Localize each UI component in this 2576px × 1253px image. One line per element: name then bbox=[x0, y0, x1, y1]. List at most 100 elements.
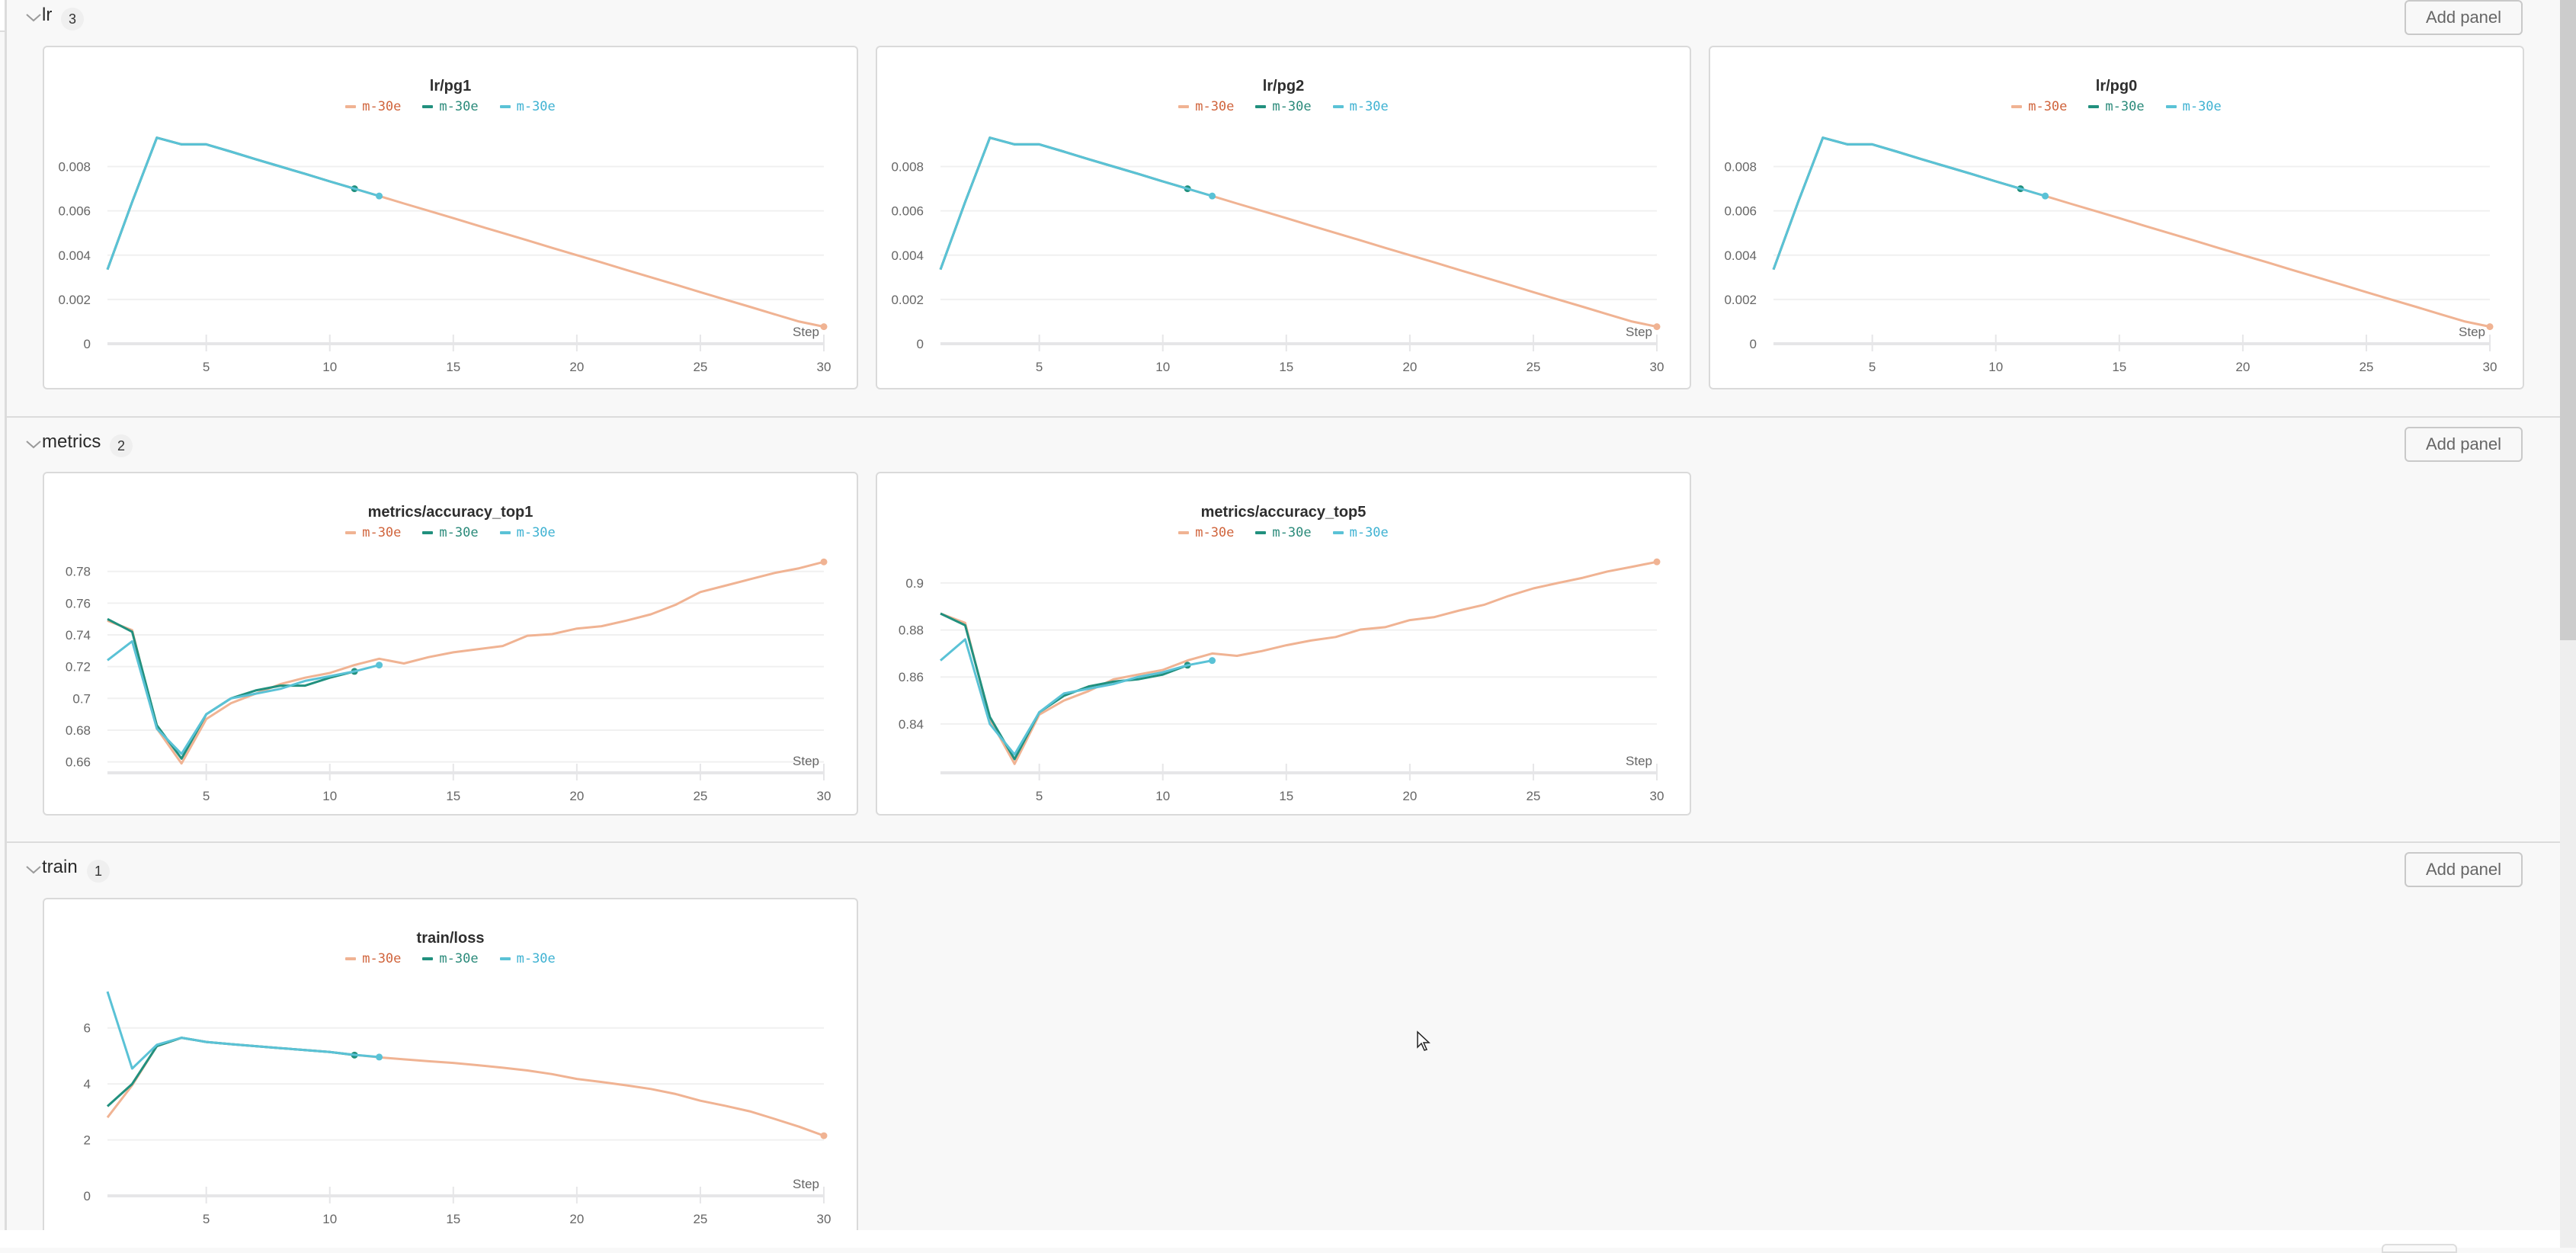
section-lr: lr 3 Add panel lr/pg1 m-30e m-30e m-30e 0 0.0… bbox=[7, 0, 2560, 418]
chart-title: metrics/accuracy_top5 bbox=[1200, 504, 1366, 521]
svg-text:10: 10 bbox=[322, 789, 337, 803]
section-header-metrics[interactable]: metrics 2 Add panel bbox=[7, 427, 2560, 465]
legend-label: m-30e bbox=[2028, 99, 2068, 114]
chart-panel-accuracy-top5[interactable]: metrics/accuracy_top5 m-30e m-30e m-30e 0.84… bbox=[876, 472, 1691, 816]
svg-text:20: 20 bbox=[2235, 360, 2250, 374]
section-header-train[interactable]: train 1 Add panel bbox=[7, 852, 2560, 890]
chevron-down-icon[interactable] bbox=[25, 12, 42, 23]
svg-text:25: 25 bbox=[693, 789, 707, 803]
chevron-down-icon[interactable] bbox=[25, 439, 42, 450]
add-panel-button[interactable]: Add panel bbox=[2405, 427, 2523, 462]
legend-item[interactable]: m-30e bbox=[499, 951, 556, 966]
svg-text:20: 20 bbox=[1402, 789, 1417, 803]
chart-plot[interactable]: 0 0.002 0.004 0.006 0.008 5 10 15 20 25 30 Step bbox=[877, 47, 1690, 388]
legend-label: m-30e bbox=[1349, 525, 1389, 540]
legend-item[interactable]: m-30e bbox=[1178, 99, 1234, 114]
section-count-badge: 1 bbox=[87, 860, 110, 883]
svg-text:20: 20 bbox=[569, 789, 584, 803]
legend-item[interactable]: m-30e bbox=[499, 525, 556, 540]
section-header-lr[interactable]: lr 3 Add panel bbox=[7, 0, 2560, 38]
chart-plot[interactable]: 0 0.002 0.004 0.006 0.008 5 10 15 20 25 30 Step bbox=[44, 47, 857, 388]
svg-text:0: 0 bbox=[1750, 337, 1757, 351]
chart-panel-lr-pg1[interactable]: lr/pg1 m-30e m-30e m-30e 0 0.002 0.004 0.006 0.0… bbox=[43, 46, 858, 389]
legend-item[interactable]: m-30e bbox=[345, 99, 401, 114]
legend-swatch-icon bbox=[2088, 105, 2100, 108]
legend-item[interactable]: m-30e bbox=[1332, 99, 1389, 114]
legend-item[interactable]: m-30e bbox=[499, 99, 556, 114]
legend-item[interactable]: m-30e bbox=[345, 951, 401, 966]
chevron-down-icon[interactable] bbox=[25, 864, 42, 875]
chart-plot[interactable]: 0.84 0.86 0.88 0.9 5 10 15 20 25 30 Step bbox=[877, 473, 1690, 814]
legend-label: m-30e bbox=[439, 99, 479, 114]
legend-label: m-30e bbox=[1349, 99, 1389, 114]
svg-text:5: 5 bbox=[203, 360, 210, 374]
section-title: lr bbox=[42, 5, 53, 25]
legend-item[interactable]: m-30e bbox=[2088, 99, 2145, 114]
scrollbar-track[interactable] bbox=[2560, 0, 2576, 1248]
chart-panel-lr-pg2[interactable]: lr/pg2 m-30e m-30e m-30e 0 0.002 0.004 0.006 0.0… bbox=[876, 46, 1691, 389]
legend-item[interactable]: m-30e bbox=[2165, 99, 2222, 114]
svg-text:0.008: 0.008 bbox=[58, 160, 91, 175]
svg-text:0.84: 0.84 bbox=[899, 717, 924, 732]
svg-text:0.7: 0.7 bbox=[72, 691, 91, 706]
section-title: metrics bbox=[42, 431, 101, 452]
svg-text:2: 2 bbox=[84, 1133, 91, 1148]
svg-text:20: 20 bbox=[1402, 360, 1417, 374]
svg-text:0: 0 bbox=[84, 337, 91, 351]
legend-item[interactable]: m-30e bbox=[422, 525, 479, 540]
svg-text:15: 15 bbox=[446, 360, 460, 374]
svg-text:10: 10 bbox=[322, 1212, 337, 1226]
svg-text:30: 30 bbox=[1650, 789, 1664, 803]
add-panel-button[interactable]: Add panel bbox=[2405, 0, 2523, 35]
svg-text:5: 5 bbox=[1036, 360, 1043, 374]
legend-item[interactable]: m-30e bbox=[345, 525, 401, 540]
legend-item[interactable]: m-30e bbox=[1255, 99, 1312, 114]
legend-item[interactable]: m-30e bbox=[422, 99, 479, 114]
chart-panel-accuracy-top1[interactable]: metrics/accuracy_top1 m-30e m-30e m-30e 0.66… bbox=[43, 472, 858, 816]
legend-item[interactable]: m-30e bbox=[1178, 525, 1234, 540]
add-panel-button[interactable]: Add panel bbox=[2405, 852, 2523, 887]
chart-plot[interactable]: 0 0.002 0.004 0.006 0.008 5 10 15 20 25 30 Step bbox=[1710, 47, 2523, 388]
svg-text:Step: Step bbox=[793, 1177, 819, 1191]
svg-text:30: 30 bbox=[817, 1212, 831, 1226]
legend-label: m-30e bbox=[439, 525, 479, 540]
section-count-badge: 3 bbox=[61, 8, 84, 30]
svg-text:30: 30 bbox=[2483, 360, 2498, 374]
scrollbar-thumb[interactable] bbox=[2560, 0, 2576, 640]
svg-text:0.004: 0.004 bbox=[1724, 248, 1757, 263]
svg-text:0.006: 0.006 bbox=[891, 204, 924, 219]
svg-text:0: 0 bbox=[917, 337, 924, 351]
legend-label: m-30e bbox=[1195, 525, 1235, 540]
legend-label: m-30e bbox=[516, 525, 556, 540]
legend-item[interactable]: m-30e bbox=[1332, 525, 1389, 540]
legend-swatch-icon bbox=[499, 531, 511, 534]
svg-text:Step: Step bbox=[1626, 754, 1652, 768]
chart-panel-lr-pg0[interactable]: lr/pg0 m-30e m-30e m-30e 0 0.002 0.004 0.006 0.0… bbox=[1709, 46, 2524, 389]
svg-text:0.88: 0.88 bbox=[899, 623, 924, 638]
svg-text:0.002: 0.002 bbox=[58, 293, 91, 307]
legend-item[interactable]: m-30e bbox=[422, 951, 479, 966]
legend-label: m-30e bbox=[1195, 99, 1235, 114]
svg-text:Step: Step bbox=[1626, 325, 1652, 339]
legend-swatch-icon bbox=[2011, 105, 2023, 108]
svg-text:0.74: 0.74 bbox=[66, 628, 91, 643]
chart-panel-train-loss[interactable]: train/loss m-30e m-30e m-30e 0 2 4 6 5 10 15 20 25 30… bbox=[43, 898, 858, 1230]
chart-plot[interactable]: 0.66 0.68 0.7 0.72 0.74 0.76 0.78 5 10 15 20 25 30 St… bbox=[44, 473, 857, 814]
legend-item[interactable]: m-30e bbox=[2011, 99, 2067, 114]
legend-swatch-icon bbox=[1332, 531, 1344, 534]
mouse-cursor-icon bbox=[1417, 1030, 1431, 1051]
svg-text:25: 25 bbox=[1526, 789, 1540, 803]
bottom-tab-stub[interactable] bbox=[2382, 1244, 2457, 1253]
chart-legend: m-30e m-30e m-30e bbox=[44, 525, 857, 540]
chart-legend: m-30e m-30e m-30e bbox=[877, 99, 1690, 114]
chart-legend: m-30e m-30e m-30e bbox=[877, 525, 1690, 540]
chart-title: lr/pg1 bbox=[429, 78, 472, 95]
legend-swatch-icon bbox=[1255, 531, 1267, 534]
section-metrics: metrics 2 Add panel metrics/accuracy_top… bbox=[7, 418, 2560, 843]
svg-text:5: 5 bbox=[1036, 789, 1043, 803]
chart-plot[interactable]: 0 2 4 6 5 10 15 20 25 30 Step bbox=[44, 899, 857, 1230]
legend-item[interactable]: m-30e bbox=[1255, 525, 1312, 540]
svg-text:0.78: 0.78 bbox=[66, 565, 91, 579]
legend-swatch-icon bbox=[345, 957, 357, 960]
legend-swatch-icon bbox=[2165, 105, 2177, 108]
